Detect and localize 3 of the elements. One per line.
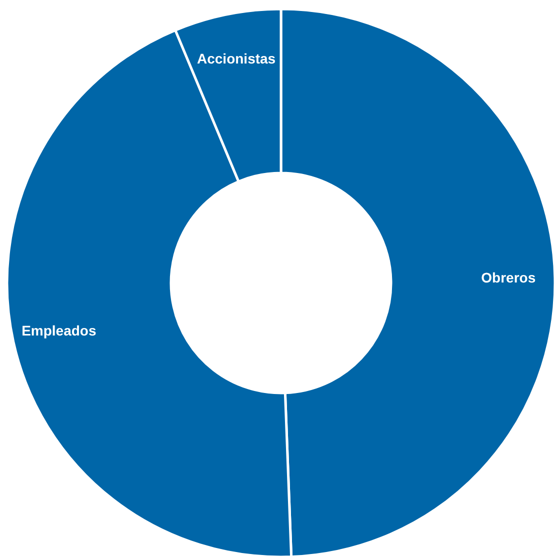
slice-label: Obreros — [481, 269, 536, 286]
slice-label: Empleados — [22, 322, 96, 339]
slice-label: Accionistas — [196, 50, 276, 67]
